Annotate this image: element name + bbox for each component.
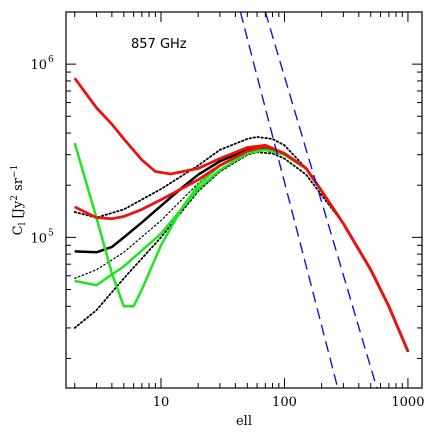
y-axis-label: Cl [Jy2 sr−1 xyxy=(10,165,28,236)
x-tick-label: 100 xyxy=(272,395,297,410)
series-layer xyxy=(73,12,410,388)
y-tick-label: 10 xyxy=(30,231,47,246)
y-axis-label-sup1: 2 xyxy=(10,195,20,201)
y-tick-label-exponent: 6 xyxy=(48,55,54,65)
y-axis-label-main: C xyxy=(11,225,26,235)
plot-frame xyxy=(65,11,423,389)
series-line-1 xyxy=(73,136,409,353)
y-tick-label-exponent: 5 xyxy=(48,228,54,238)
x-tick-label: 10 xyxy=(153,395,170,410)
series-line-9 xyxy=(239,12,339,388)
y-axis-label-sub: l xyxy=(18,222,28,225)
x-axis-label: ell xyxy=(236,414,252,429)
y-axis-label-middle: sr xyxy=(11,177,26,195)
series-line-8 xyxy=(74,145,410,352)
y-axis-label-open: [Jy xyxy=(11,200,26,222)
y-tick-label: 10 xyxy=(30,58,47,73)
y-axis-label-sup2: −1 xyxy=(10,165,20,178)
series-line-10 xyxy=(264,12,378,388)
frequency-annotation: 857 GHz xyxy=(131,37,187,52)
x-tick-label: 1000 xyxy=(391,395,424,410)
